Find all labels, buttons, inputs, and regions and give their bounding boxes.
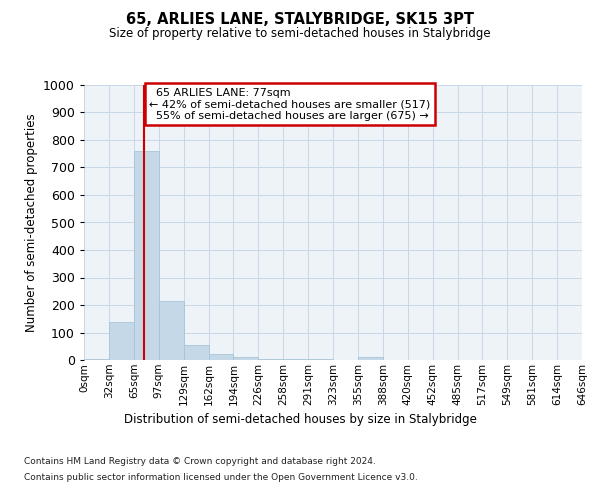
Y-axis label: Number of semi-detached properties: Number of semi-detached properties [25, 113, 38, 332]
Text: Contains HM Land Registry data © Crown copyright and database right 2024.: Contains HM Land Registry data © Crown c… [24, 458, 376, 466]
Bar [283, 358, 308, 360]
Bar [259, 358, 283, 360]
Text: Size of property relative to semi-detached houses in Stalybridge: Size of property relative to semi-detach… [109, 28, 491, 40]
Bar [233, 356, 259, 360]
Bar [308, 358, 333, 360]
Text: Distribution of semi-detached houses by size in Stalybridge: Distribution of semi-detached houses by … [124, 412, 476, 426]
Bar [184, 345, 209, 360]
Bar [159, 301, 184, 360]
Text: 65, ARLIES LANE, STALYBRIDGE, SK15 3PT: 65, ARLIES LANE, STALYBRIDGE, SK15 3PT [126, 12, 474, 28]
Bar [209, 354, 233, 360]
Bar [358, 356, 383, 360]
Bar [84, 358, 109, 360]
Text: 65 ARLIES LANE: 77sqm
← 42% of semi-detached houses are smaller (517)
  55% of s: 65 ARLIES LANE: 77sqm ← 42% of semi-deta… [149, 88, 431, 121]
Bar [134, 151, 159, 360]
Text: Contains public sector information licensed under the Open Government Licence v3: Contains public sector information licen… [24, 472, 418, 482]
Bar [109, 322, 134, 360]
